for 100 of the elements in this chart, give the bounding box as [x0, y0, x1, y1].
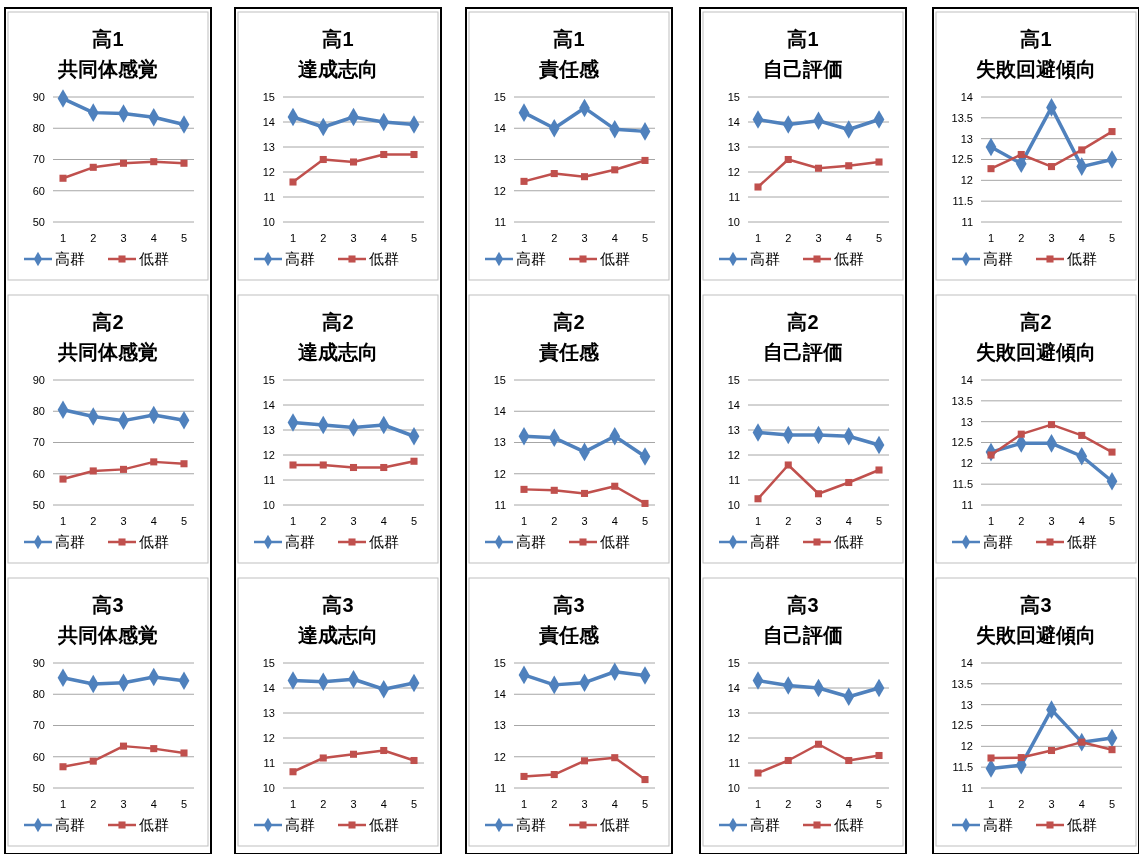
point: [550, 771, 558, 779]
y-tick-label: 10: [727, 781, 740, 794]
y-tick-label: 13: [727, 706, 740, 719]
point: [59, 475, 67, 483]
point: [550, 170, 558, 178]
point: [289, 768, 297, 776]
chart-subtitle: 自己評価: [763, 341, 843, 363]
legend-label: 低群: [1067, 533, 1097, 551]
y-tick-label: 13.5: [951, 394, 973, 407]
y-tick-label: 11: [961, 781, 973, 794]
point: [180, 159, 188, 167]
chart-title: 高3: [553, 594, 585, 616]
x-tick-label: 4: [1078, 798, 1085, 810]
point: [641, 499, 649, 507]
legend-label: 高群: [516, 250, 546, 268]
chart-title: 高2: [322, 311, 354, 333]
y-tick-label: 14: [493, 688, 506, 701]
point: [119, 742, 128, 750]
x-tick-label: 2: [785, 515, 792, 527]
x-tick-label: 4: [150, 515, 157, 527]
y-tick-label: 11.5: [952, 761, 973, 774]
x-tick-label: 2: [320, 798, 327, 810]
y-tick-label: 15: [493, 656, 506, 669]
point: [380, 150, 388, 159]
point: [1017, 430, 1025, 438]
legend-label: 低群: [1067, 816, 1097, 834]
y-tick-label: 11.5: [952, 478, 973, 491]
y-tick-label: 15: [493, 373, 506, 386]
y-tick-label: 11: [494, 498, 506, 511]
legend-label: 高群: [983, 250, 1013, 268]
point: [1047, 746, 1056, 755]
chart-title: 高2: [553, 311, 585, 333]
y-tick-label: 12: [960, 457, 973, 470]
legend-label: 高群: [55, 533, 85, 551]
chart-title: 高3: [787, 594, 819, 616]
y-tick-label: 10: [262, 781, 275, 794]
chart-title: 高1: [322, 28, 354, 50]
x-tick-label: 4: [845, 232, 852, 244]
y-tick-label: 15: [262, 90, 275, 103]
y-tick-label: 13: [262, 423, 275, 436]
y-tick-label: 60: [32, 467, 45, 480]
point: [641, 156, 649, 164]
point: [89, 467, 97, 475]
x-tick-label: 5: [180, 232, 188, 244]
x-tick-label: 4: [150, 232, 157, 244]
point: [784, 461, 792, 469]
legend-label: 低群: [600, 816, 630, 834]
chart-subtitle: 自己評価: [763, 58, 843, 80]
y-tick-label: 12: [493, 184, 506, 197]
point: [319, 754, 327, 762]
point: [319, 155, 327, 164]
y-tick-label: 14: [960, 656, 973, 669]
x-tick-label: 5: [875, 798, 883, 810]
point: [580, 757, 589, 765]
y-tick-label: 12: [493, 467, 506, 480]
chart-subtitle: 失敗回避傾向: [976, 341, 1096, 363]
legend-label: 高群: [55, 816, 85, 834]
legend-label: 低群: [369, 533, 399, 551]
y-tick-label: 13: [960, 698, 973, 711]
x-tick-label: 5: [1108, 515, 1116, 527]
point: [289, 178, 297, 186]
chart-title: 高1: [92, 28, 124, 50]
y-tick-label: 14: [727, 398, 740, 411]
chart-title: 高3: [322, 594, 354, 616]
point: [754, 495, 762, 503]
legend-label: 高群: [983, 533, 1013, 551]
legend-label: 高群: [516, 533, 546, 551]
y-tick-label: 11: [263, 473, 275, 486]
chart-title: 高3: [1020, 594, 1052, 616]
x-tick-label: 3: [581, 515, 588, 527]
y-tick-label: 11: [263, 756, 275, 769]
x-tick-label: 1: [754, 515, 762, 527]
y-tick-label: 13: [493, 436, 506, 449]
x-tick-label: 4: [380, 232, 387, 244]
legend-label: 低群: [600, 250, 630, 268]
chart-subtitle: 達成志向: [298, 624, 378, 646]
x-tick-label: 3: [120, 515, 127, 527]
y-tick-label: 14: [493, 405, 506, 418]
y-tick-label: 90: [32, 373, 45, 386]
y-tick-label: 10: [262, 498, 275, 511]
y-tick-label: 11: [728, 756, 740, 769]
x-tick-label: 3: [815, 515, 822, 527]
chart-subtitle: 達成志向: [298, 341, 378, 363]
point: [875, 751, 883, 760]
x-tick-label: 2: [785, 798, 792, 810]
y-tick-label: 15: [727, 656, 740, 669]
y-tick-label: 11: [728, 190, 740, 203]
point: [1108, 746, 1116, 754]
point: [520, 772, 528, 780]
x-tick-label: 5: [180, 515, 188, 527]
chart-subtitle: 達成志向: [298, 58, 378, 80]
y-tick-label: 10: [727, 215, 740, 228]
point: [380, 463, 388, 472]
y-tick-label: 12: [262, 731, 275, 744]
point: [1078, 146, 1086, 154]
y-tick-label: 12: [493, 750, 506, 763]
y-tick-label: 14: [727, 115, 740, 128]
y-tick-label: 11.5: [952, 195, 973, 208]
point: [1017, 754, 1025, 762]
y-tick-label: 10: [262, 215, 275, 228]
